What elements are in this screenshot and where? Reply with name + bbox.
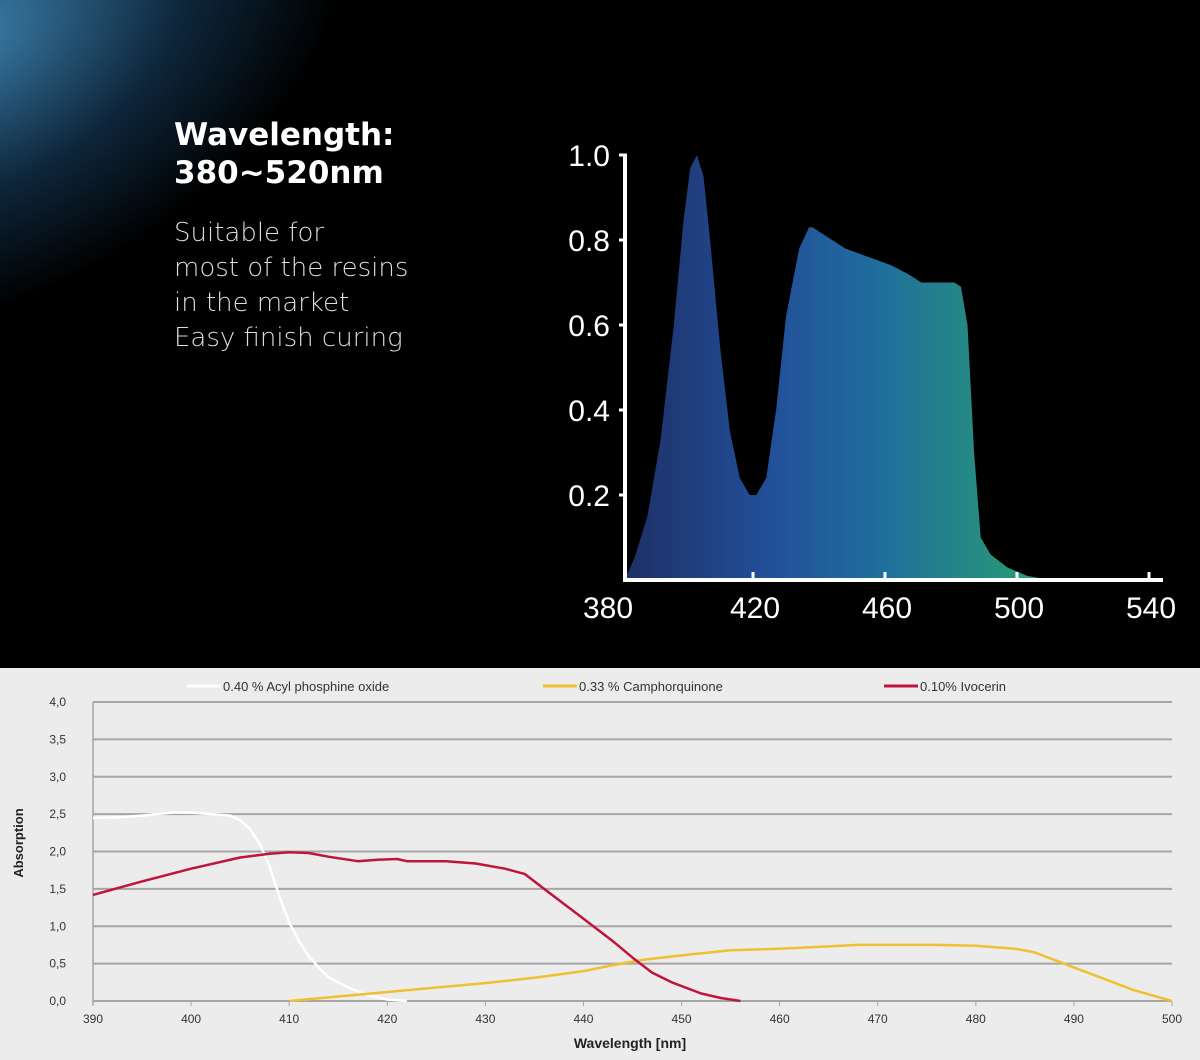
heading-line-1: Wavelength: — [174, 117, 395, 153]
y-tick-label: 1,5 — [49, 882, 66, 896]
x-tick-label: 420 — [730, 592, 780, 625]
x-tick-label: 410 — [279, 1012, 299, 1026]
absorption-chart: 0,0 0,5 1,0 1,5 2,0 2,5 3,0 3,5 4,0 390 400 410 420 4… — [11, 679, 1182, 1051]
y-tick-label: 0.4 — [568, 395, 610, 428]
legend-label: 0.10% Ivocerin — [920, 679, 1006, 694]
x-tick-label: 380 — [583, 592, 633, 625]
y-tick-label: 3,0 — [49, 770, 66, 784]
wavelength-heading: Wavelength: 380~520nm — [174, 116, 394, 192]
x-tick-label: 500 — [994, 592, 1044, 625]
legend-label: 0.40 % Acyl phosphine oxide — [223, 679, 389, 694]
x-axis-label: Wavelength [nm] — [574, 1035, 686, 1051]
y-tick-label: 3,5 — [49, 732, 66, 746]
y-tick-label: 0,0 — [49, 994, 66, 1008]
series-line — [92, 850, 741, 1003]
series-line — [92, 811, 407, 1003]
x-tick-label: 390 — [83, 1012, 103, 1026]
y-tick-label: 2,0 — [49, 845, 66, 859]
x-tick-label: 490 — [1064, 1012, 1084, 1026]
x-tick-label: 500 — [1162, 1012, 1182, 1026]
x-tick-label: 430 — [475, 1012, 495, 1026]
x-tick-label: 460 — [862, 592, 912, 625]
y-tick-label: 0,5 — [49, 957, 66, 971]
x-tick-label: 450 — [672, 1012, 692, 1026]
description-line: most of the resins — [174, 253, 409, 283]
y-tick-label: 2,5 — [49, 807, 66, 821]
y-axis-label: Absorption — [11, 808, 26, 877]
y-tick-label: 0.6 — [568, 310, 610, 343]
description: Suitable for most of the resins in the m… — [174, 216, 408, 356]
x-tick-label: 400 — [181, 1012, 201, 1026]
description-line: Suitable for — [174, 218, 325, 248]
x-tick-label: 480 — [966, 1012, 986, 1026]
y-tick-label: 0.8 — [568, 225, 610, 258]
x-tick-label: 470 — [868, 1012, 888, 1026]
description-line: Easy finish curing — [174, 323, 403, 353]
absorption-panel: 0,0 0,5 1,0 1,5 2,0 2,5 3,0 3,5 4,0 390 400 410 420 4… — [0, 668, 1200, 1060]
y-tick-label: 4,0 — [49, 695, 66, 709]
heading-line-2: 380~520nm — [174, 155, 384, 191]
description-line: in the market — [174, 288, 350, 318]
led-spectrum-panel: Wavelength: 380~520nm Suitable for most … — [0, 0, 1177, 625]
y-tick-label: 1,0 — [49, 919, 66, 933]
series-line — [289, 943, 1173, 1003]
y-tick-label: 0.2 — [568, 480, 610, 513]
y-tick-label: 1.0 — [568, 140, 610, 173]
spectrum-chart: 0.2 0.4 0.6 0.8 1.0 380 420 460 500 540 — [568, 140, 1176, 625]
x-tick-label: 440 — [573, 1012, 593, 1026]
x-tick-label: 460 — [770, 1012, 790, 1026]
x-tick-label: 540 — [1126, 592, 1176, 625]
spectrum-area — [624, 155, 1050, 580]
x-tick-label: 420 — [377, 1012, 397, 1026]
legend-label: 0.33 % Camphorquinone — [579, 679, 723, 694]
